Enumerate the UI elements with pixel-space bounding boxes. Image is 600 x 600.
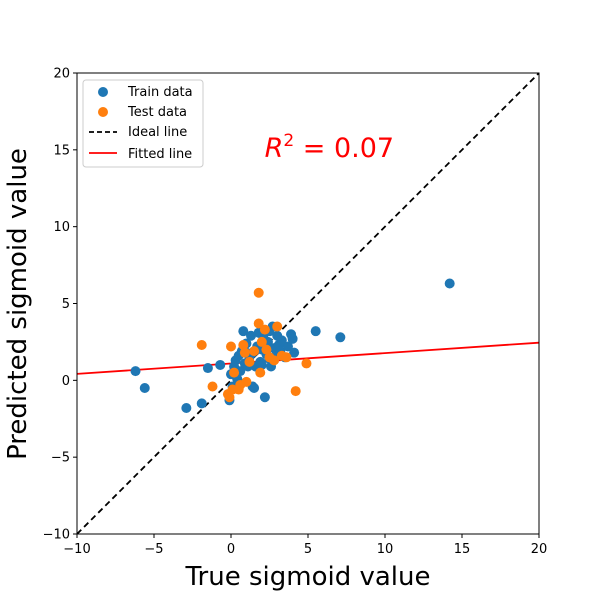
legend-label-fitted: Fitted line [128,147,192,162]
test-data-point-25 [224,392,235,403]
y-tick-label-3: 5 [62,297,70,312]
train-data-point-51 [256,359,267,370]
test-data-point-12 [249,346,260,357]
series-line-fitted-line [77,341,539,375]
legend: Train data Test data Ideal line Fitted l… [82,79,204,168]
test-data-point-23 [301,358,312,369]
train-data-point-20 [246,330,257,341]
r-squared-value: = 0.07 [294,133,394,164]
train-data-point-46 [310,326,321,337]
test-data-point-15 [256,336,267,347]
test-data-point-3 [226,341,236,352]
legend-item-test: Test data [98,105,187,120]
test-data-point-21 [281,352,292,363]
legend-label-test: Test data [127,105,187,120]
y-tick-label-4: 10 [53,220,70,235]
x-tick-label-3: 5 [304,542,312,557]
train-data-point-3 [196,398,207,409]
train-data-point-29 [259,392,270,403]
test-data-point-13 [253,318,264,329]
train-data-point-2 [181,402,192,413]
train-data-point-0 [130,366,141,377]
train-data-point-40 [276,335,287,346]
y-tick-label-5: 15 [53,143,70,158]
test-data-point-5 [229,367,240,378]
train-data-point-48 [444,278,455,289]
x-tick-label-0: −10 [63,542,90,557]
test-data-point-9 [239,347,250,358]
legend-item-train: Train data [98,85,193,100]
y-tick-label-0: −10 [43,528,70,543]
plot-area [77,73,539,534]
test-data-point-14 [255,367,266,378]
x-tick-label-1: −5 [144,542,163,557]
r-squared-superscript: 2 [283,131,294,151]
train-data-point-42 [282,341,293,352]
y-axis-title: Predicted sigmoid value [3,148,33,460]
test-data-point-10 [241,376,252,387]
legend-item-ideal: Ideal line [89,125,187,140]
test-data-point-18 [269,355,280,366]
test-data-point-24 [253,287,264,298]
legend-item-fitted: Fitted line [89,147,192,162]
train-data-point-1 [139,383,150,394]
test-data-point-8 [238,339,249,350]
x-tick-label-4: 10 [377,542,394,557]
train-data-point-44 [287,333,298,344]
legend-marker-train [98,87,108,97]
train-data-point-5 [215,359,226,370]
legend-marker-test [98,107,108,117]
test-data-point-0 [196,339,207,350]
legend-box [82,79,204,168]
r-squared-annotation: R2 = 0.07 [265,131,395,164]
test-data-point-16 [259,324,270,335]
x-axis-title: True sigmoid value [184,562,430,592]
train-data-point-4 [202,363,213,374]
train-data-point-15 [238,326,249,337]
test-data-point-19 [272,321,283,332]
x-tick-label-5: 15 [454,542,471,557]
y-tick-label-2: 0 [62,374,70,389]
r-squared-symbol: R [265,133,284,164]
test-data-point-11 [244,356,255,367]
test-data-point-1 [207,381,218,392]
y-tick-label-6: 20 [53,67,70,82]
legend-label-ideal: Ideal line [128,125,187,140]
train-data-point-47 [335,332,346,343]
y-axis-ticks: −10 −5 0 5 10 15 20 [43,67,77,543]
series-line-ideal-line [77,73,539,534]
test-data-point-26 [261,344,272,355]
test-data-point-22 [290,386,301,397]
x-tick-label-2: 0 [227,542,235,557]
y-tick-label-1: −5 [51,451,70,466]
x-axis-ticks: −10 −5 0 5 10 15 20 [63,534,547,557]
x-tick-label-6: 20 [531,542,548,557]
train-data-point-45 [289,347,300,358]
legend-label-train: Train data [127,85,193,100]
